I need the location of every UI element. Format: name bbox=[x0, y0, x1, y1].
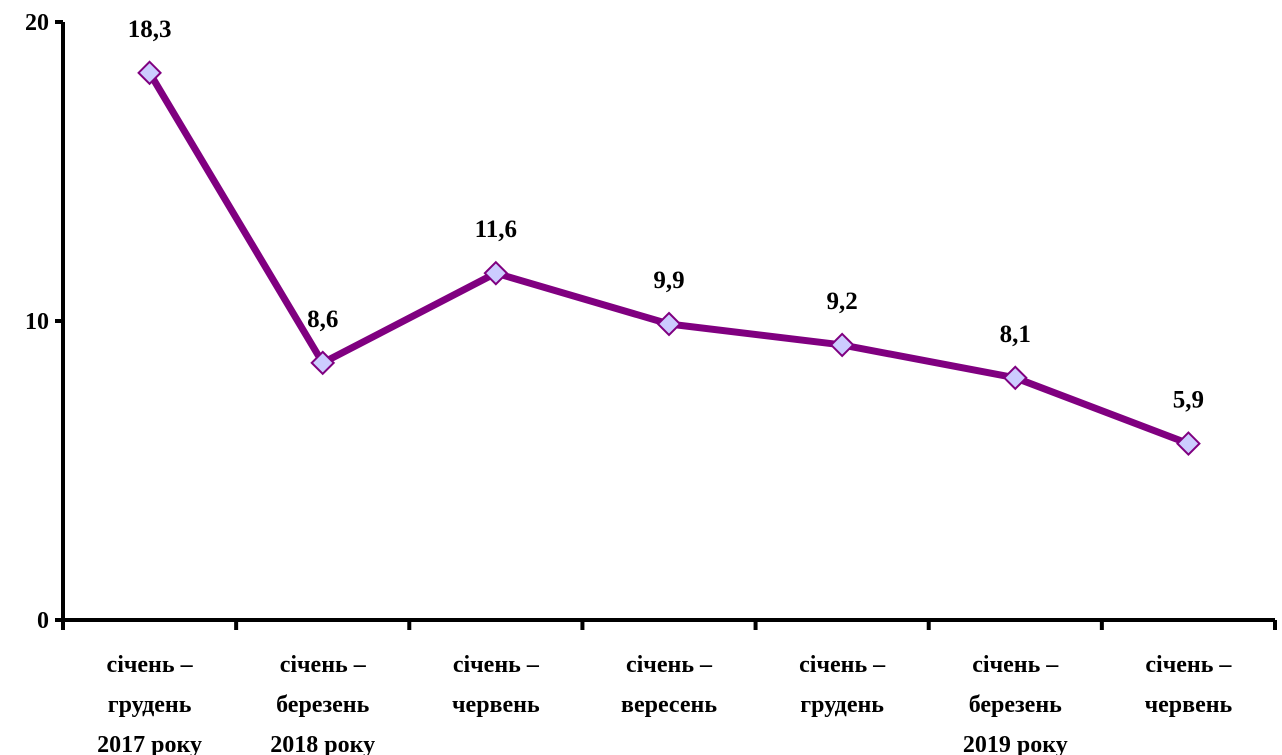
x-category-label: січень – червень bbox=[1145, 652, 1233, 718]
data-point-marker bbox=[656, 311, 682, 337]
x-category-label: січень – червень bbox=[452, 652, 540, 718]
x-category-label-line: січень – bbox=[626, 652, 713, 678]
x-category-label-line: червень bbox=[452, 692, 540, 718]
x-category-label-line: січень – bbox=[453, 652, 540, 678]
data-label: 9,2 bbox=[827, 288, 858, 315]
x-category-label-line: 2017 року bbox=[97, 732, 202, 755]
chart-series bbox=[137, 60, 1201, 457]
x-category-label-line: січень – bbox=[799, 652, 886, 678]
x-category-label: січень – грудень bbox=[799, 652, 886, 718]
data-label: 18,3 bbox=[128, 16, 172, 43]
x-category-label: січень – грудень 2017 року bbox=[97, 652, 202, 755]
x-category-label-line: грудень bbox=[108, 692, 192, 718]
data-point-marker bbox=[829, 332, 855, 358]
data-point-marker bbox=[137, 60, 162, 86]
x-category-label-line: 2019 року bbox=[963, 732, 1068, 755]
data-label: 11,6 bbox=[475, 216, 517, 243]
x-category-label-line: січень – bbox=[1145, 652, 1232, 678]
data-point-marker bbox=[1176, 431, 1201, 457]
x-category-label: січень – вересень bbox=[621, 652, 717, 718]
data-point-marker bbox=[483, 260, 509, 286]
x-category-label-line: січень – bbox=[972, 652, 1059, 678]
data-point-marker bbox=[310, 350, 336, 376]
data-label: 8,6 bbox=[307, 306, 338, 333]
y-tick-label: 0 bbox=[37, 608, 49, 634]
x-category-label-line: червень bbox=[1145, 692, 1233, 718]
chart-axes: 0 10 20 січень – грудень 2017 року січень – бер… bbox=[25, 10, 1277, 755]
x-category-label: січень – березень 2019 року bbox=[963, 652, 1068, 755]
data-label: 9,9 bbox=[653, 267, 684, 294]
chart-labels: 18,3 8,6 11,6 9,9 9,2 8,1 5,9 bbox=[128, 16, 1204, 414]
series-line bbox=[146, 71, 1190, 447]
data-label: 5,9 bbox=[1173, 387, 1204, 414]
x-category-label-line: січень – bbox=[107, 652, 194, 678]
x-category-label-line: 2018 року bbox=[270, 732, 375, 755]
x-category-label-line: грудень bbox=[800, 692, 884, 718]
y-tick-label: 20 bbox=[25, 10, 49, 36]
data-point-marker bbox=[1002, 365, 1028, 391]
x-category-label-line: січень – bbox=[280, 652, 367, 678]
x-category-label-line: вересень bbox=[621, 692, 717, 718]
data-label: 8,1 bbox=[1000, 321, 1031, 348]
x-category-label-line: березень bbox=[969, 692, 1062, 718]
y-tick-label: 10 bbox=[25, 309, 49, 335]
x-category-label-line: березень bbox=[276, 692, 369, 718]
x-category-label: січень – березень 2018 року bbox=[270, 652, 375, 755]
